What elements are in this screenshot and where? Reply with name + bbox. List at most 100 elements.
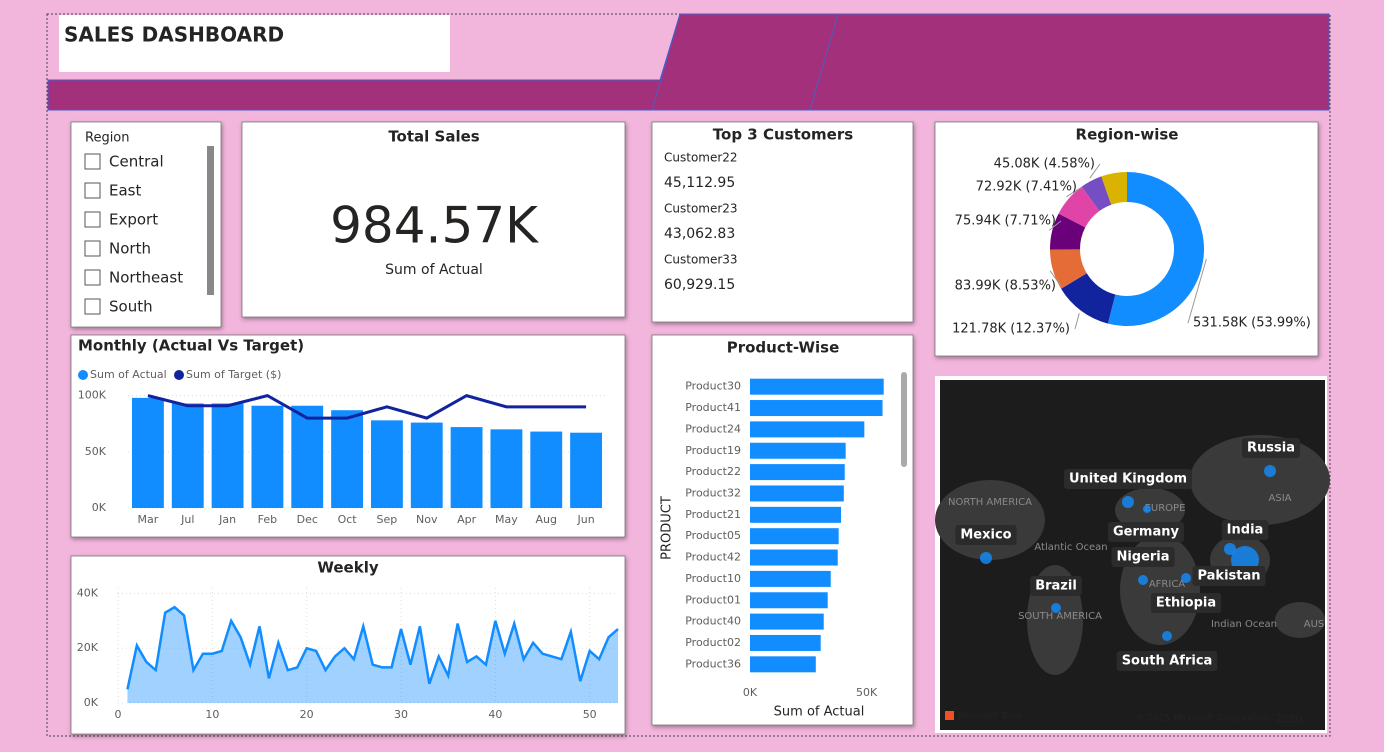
data-label: 83.99K (8.53%): [955, 279, 1056, 294]
panel: [241, 121, 626, 318]
customer-value: 60,929.15: [664, 277, 735, 293]
map-label-bg: [1030, 576, 1082, 596]
map-label-bg: [1108, 522, 1184, 542]
legend-marker: [174, 370, 184, 380]
bar: [750, 400, 883, 417]
landmass: [935, 480, 1045, 560]
x-tick-label: Feb: [258, 513, 277, 526]
slicer-option[interactable]: Central: [109, 153, 164, 171]
x-axis-title: Sum of Actual: [774, 705, 865, 720]
slicer-option[interactable]: North: [109, 240, 151, 258]
customer-value: 45,112.95: [664, 175, 735, 191]
customer-value: 43,062.83: [664, 226, 735, 242]
leader-line: [1049, 270, 1062, 287]
y-tick-label: Product19: [685, 444, 741, 457]
slicer-option[interactable]: Export: [109, 211, 158, 229]
chart-title: Monthly (Actual Vs Target): [78, 337, 304, 355]
leader-line: [1048, 220, 1062, 231]
header-banner: [47, 13, 1330, 111]
checkbox[interactable]: [84, 240, 101, 257]
checkbox[interactable]: [84, 298, 101, 315]
slicer-option[interactable]: East: [109, 182, 141, 200]
bar: [410, 422, 443, 508]
donut-slice: [1107, 172, 1205, 327]
map-bubble: [980, 552, 992, 564]
x-tick-label: Mar: [138, 513, 159, 526]
map-region-label: ASIA: [1269, 493, 1292, 504]
dashboard-title: SALES DASHBOARD: [64, 23, 284, 47]
map-region-label: EUROPE: [1145, 503, 1186, 514]
y-tick-label: Product02: [685, 636, 741, 649]
donut-slice: [1058, 186, 1100, 228]
checkbox[interactable]: [84, 211, 101, 228]
leader-line: [1074, 313, 1080, 330]
y-tick-label: Product22: [685, 465, 741, 478]
map-terms[interactable]: Terms: [1275, 714, 1303, 724]
line: [126, 605, 619, 690]
bar: [291, 405, 324, 508]
slicer-option[interactable]: South: [109, 298, 153, 316]
map-bubble: [1264, 465, 1276, 477]
x-tick-label: Nov: [416, 513, 438, 526]
bar: [331, 410, 364, 508]
map-bubble: [1143, 505, 1151, 513]
y-tick-label: Product24: [685, 422, 741, 435]
y-tick-label: 100K: [78, 389, 107, 402]
legend-label: Sum of Actual: [90, 368, 167, 381]
map-bubble: [1122, 496, 1134, 508]
chart-title: Product-Wise: [727, 339, 840, 357]
banner-divider: [809, 13, 839, 111]
data-label: 72.92K (7.41%): [976, 180, 1077, 195]
map-region-label: SOUTH AMERICA: [1018, 611, 1102, 622]
bar: [750, 592, 828, 609]
bar: [211, 403, 244, 508]
map-region-label: AFRICA: [1149, 579, 1185, 590]
x-tick-label: Jan: [218, 513, 236, 526]
y-tick-label: 0K: [92, 501, 107, 514]
bar: [750, 506, 841, 523]
card-title: Total Sales: [388, 128, 479, 146]
bar: [750, 613, 824, 630]
map-label-bg: [1221, 520, 1269, 540]
y-tick-label: Product21: [685, 508, 741, 521]
y-tick-label: Product36: [685, 657, 741, 670]
checkbox[interactable]: [84, 182, 101, 199]
map-bubble: [1224, 543, 1236, 555]
y-tick-label: 50K: [85, 445, 107, 458]
bar: [131, 397, 164, 508]
x-tick-label: Jul: [180, 513, 194, 526]
map-copyright: © 2025 Microsoft Corporation: [1135, 714, 1270, 724]
legend-label: Sum of Target ($): [186, 368, 281, 381]
y-tick-label: Product01: [685, 593, 741, 606]
map-region-label: NORTH AMERICA: [948, 497, 1032, 508]
table-title: Top 3 Customers: [713, 126, 853, 144]
checkbox[interactable]: [84, 269, 101, 286]
map-label: Pakistan: [1197, 569, 1260, 584]
x-tick-label: 0: [115, 708, 122, 721]
banner-divider: [651, 13, 681, 111]
x-tick-label: 30: [394, 708, 408, 721]
checkbox[interactable]: [84, 153, 101, 170]
map-label: India: [1227, 523, 1264, 538]
map-label: Germany: [1113, 525, 1179, 540]
bar: [570, 432, 603, 508]
map-label-bg: [1116, 651, 1218, 671]
donut-slice: [1050, 249, 1087, 289]
x-tick-label: May: [495, 513, 518, 526]
x-tick-label: Aug: [536, 513, 557, 526]
map-label-bg: [1150, 593, 1222, 613]
map-region-label: Indian Ocean: [1211, 619, 1277, 630]
map-label: Brazil: [1035, 579, 1077, 594]
legend-marker: [78, 370, 88, 380]
x-tick-label: 50K: [856, 686, 878, 699]
x-tick-label: 10: [205, 708, 219, 721]
bar: [750, 634, 821, 651]
y-tick-label: Product10: [685, 572, 741, 585]
y-tick-label: Product42: [685, 551, 741, 564]
map-bubble: [1138, 575, 1148, 585]
line: [147, 394, 587, 420]
donut-slice: [1081, 176, 1112, 211]
slicer-option[interactable]: Northeast: [109, 269, 183, 287]
bar: [450, 427, 483, 508]
data-label: 45.08K (4.58%): [994, 157, 1095, 172]
